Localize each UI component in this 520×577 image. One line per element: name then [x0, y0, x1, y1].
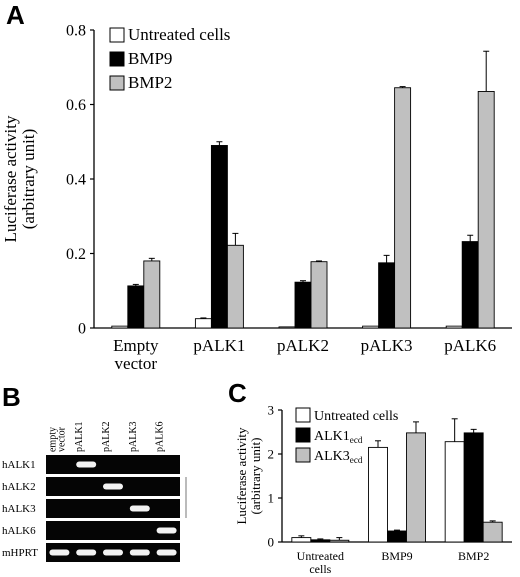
chart-a-bar [226, 244, 244, 329]
chart-a-bar [143, 260, 161, 329]
chart-a-y-axis-label-2: (arbitrary unit) [19, 129, 38, 230]
chart-a-y-tick-label: 0.8 [66, 23, 86, 40]
chart-c-bar [387, 530, 407, 543]
gel-row-label: mHPRT [2, 547, 38, 559]
chart-c-bar [368, 446, 388, 543]
chart-c-bar [310, 539, 331, 543]
chart-a-category-label: pALK1 [193, 336, 245, 355]
chart-a-bar [111, 325, 129, 329]
chart-c: 0 1 2 3 Luciferase activity (arbitrary unit) U… [234, 403, 512, 576]
chart-c-legend-label: Untreated cells [314, 409, 398, 424]
chart-c-y-tick-label: 3 [268, 403, 275, 418]
chart-a-bar [362, 325, 380, 329]
gel-lane-label: pALK3 [128, 421, 139, 452]
gel-row-strip [46, 499, 180, 518]
chart-a-y-tick-label: 0.6 [66, 97, 86, 114]
chart-c-legend-swatch [295, 407, 311, 423]
chart-c-bar [291, 537, 312, 543]
chart-a-legend-swatch [109, 27, 125, 43]
chart-a-category-label: pALK3 [361, 336, 413, 355]
chart-a-y-tick-label: 0.2 [66, 246, 86, 263]
chart-c-bar [463, 432, 484, 543]
gel-row-strip [46, 521, 180, 540]
panel-c-letter: C [228, 378, 247, 408]
gel-band [76, 549, 97, 556]
gel-band [156, 549, 177, 556]
chart-c-bar [444, 441, 465, 543]
chart-a-bar [210, 145, 228, 329]
chart-a-bar [445, 325, 463, 329]
chart-a-bar [461, 241, 479, 329]
chart-a-bar [378, 262, 396, 329]
chart-c-category-label: BMP9 [381, 549, 412, 563]
chart-c-y-axis-label-2: (arbitrary unit) [248, 438, 263, 515]
chart-c-category-label: cells [309, 562, 331, 576]
gel-band [49, 549, 70, 556]
gel-lane-label: pALK1 [74, 421, 85, 452]
chart-a-category-label: Empty [113, 336, 159, 355]
gel-lane-label: pALK6 [155, 421, 166, 452]
panel-b-letter: B [2, 382, 21, 412]
gel-lane-label: pALK2 [101, 421, 112, 452]
chart-a-bar [294, 281, 312, 329]
gel-row-label: hALK6 [2, 525, 36, 537]
gel-lane-label: empty [47, 427, 58, 452]
chart-a-bar [194, 318, 212, 329]
gel-row-label: hALK2 [2, 481, 36, 493]
chart-a-category-label: pALK6 [444, 336, 496, 355]
gel-row-label: hALK3 [2, 503, 36, 515]
gel-row-strip [46, 455, 180, 474]
chart-c-y-tick-label: 2 [268, 447, 275, 462]
chart-a-bar [127, 285, 145, 329]
chart-a-category-label: vector [115, 354, 158, 373]
gel-band [129, 505, 150, 512]
chart-c-y-tick-label: 1 [268, 491, 275, 506]
gel-band [103, 483, 123, 490]
chart-c-legend-label: ALK1ecd [314, 429, 363, 445]
chart-c-bar [406, 432, 426, 543]
gel-band [156, 527, 177, 534]
chart-c-y-tick-label: 0 [268, 535, 275, 550]
gel-band [129, 549, 150, 556]
chart-a-legend-label: BMP2 [128, 73, 172, 92]
chart-c-legend-label: ALK3ecd [314, 449, 363, 465]
chart-c-y-axis-label: Luciferase activity [234, 427, 249, 525]
chart-a-y-axis-label: Luciferase activity [1, 115, 20, 242]
panel-a-letter: A [6, 0, 25, 30]
gel-band [103, 549, 123, 556]
gel-row-label: hALK1 [2, 459, 36, 471]
chart-c-legend-swatch [295, 427, 311, 443]
chart-a-category-label: pALK2 [277, 336, 329, 355]
chart-a-legend-label: BMP9 [128, 49, 172, 68]
gel-lane-label: vector [56, 426, 67, 452]
chart-a-legend-swatch [109, 51, 125, 67]
gel-band [76, 461, 97, 468]
chart-c-bar [482, 521, 503, 543]
chart-c-bar [329, 539, 350, 543]
chart-c-category-label: Untreated [297, 549, 344, 563]
chart-a-bar [394, 87, 412, 329]
chart-a-bar [477, 91, 495, 329]
chart-a-y-tick-label: 0 [78, 321, 86, 338]
chart-a: 0 0.2 0.4 0.6 0.8 Luciferase activity (arbitra… [1, 23, 512, 373]
chart-a-legend-label: Untreated cells [128, 25, 230, 44]
chart-c-legend-swatch [295, 447, 311, 463]
chart-c-category-label: BMP2 [458, 549, 489, 563]
chart-a-y-tick-label: 0.4 [66, 172, 86, 189]
chart-a-bar [310, 261, 328, 329]
chart-a-bar [278, 326, 296, 329]
chart-a-legend-swatch [109, 75, 125, 91]
